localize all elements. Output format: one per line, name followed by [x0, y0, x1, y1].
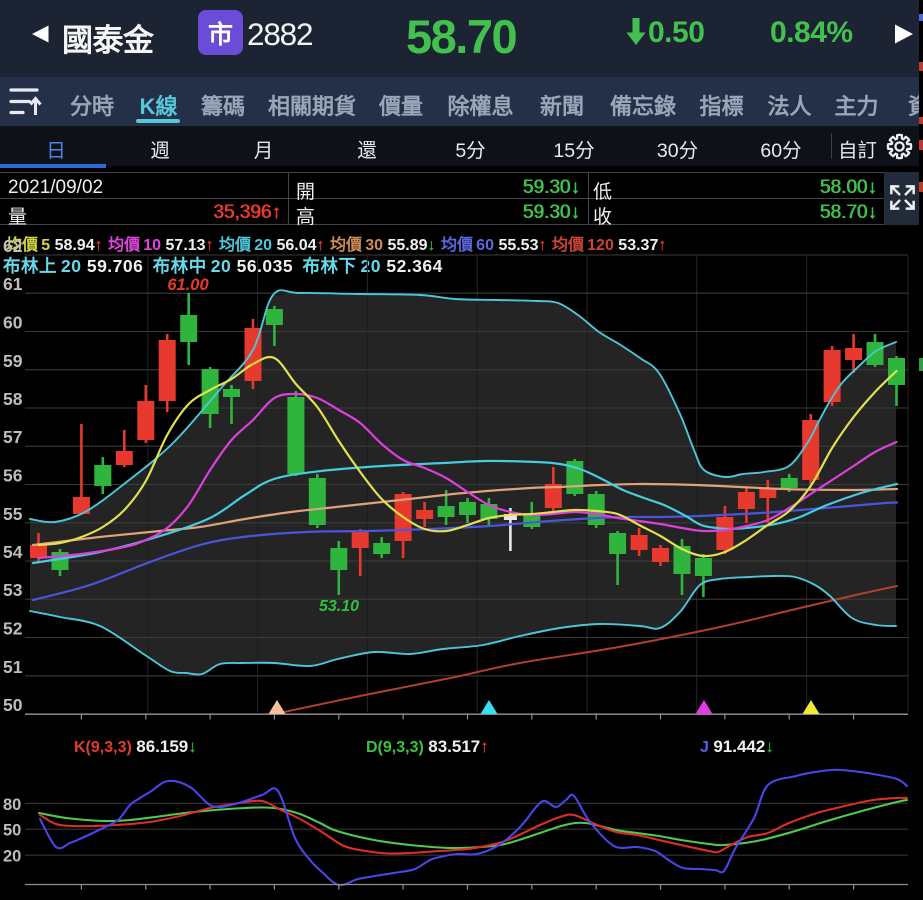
- svg-text:80: 80: [3, 796, 21, 814]
- svg-text:50: 50: [3, 695, 23, 715]
- svg-text:61: 61: [3, 274, 23, 294]
- svg-text:59: 59: [3, 351, 23, 371]
- svg-text:51: 51: [3, 657, 23, 677]
- svg-text:53.10: 53.10: [319, 598, 359, 615]
- svg-text:50: 50: [3, 822, 21, 840]
- svg-text:52: 52: [3, 619, 23, 639]
- svg-text:55: 55: [3, 504, 23, 524]
- svg-text:53: 53: [3, 580, 23, 600]
- svg-text:56: 56: [3, 466, 23, 486]
- svg-text:62: 62: [3, 236, 23, 256]
- svg-text:57: 57: [3, 427, 22, 447]
- svg-text:54: 54: [3, 542, 23, 562]
- svg-text:61.00: 61.00: [167, 276, 209, 294]
- svg-text:20: 20: [3, 848, 21, 866]
- svg-text:58: 58: [3, 389, 23, 409]
- svg-text:60: 60: [3, 313, 23, 333]
